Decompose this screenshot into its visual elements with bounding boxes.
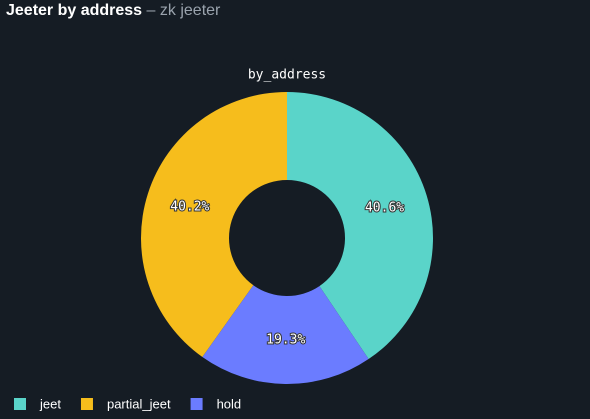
legend-swatch bbox=[80, 398, 93, 410]
legend-swatch bbox=[14, 398, 26, 410]
legend-label: hold bbox=[217, 396, 242, 411]
header: Jeeter by address – zk jeeter bbox=[6, 2, 220, 20]
legend-swatch bbox=[190, 398, 203, 410]
sep: – bbox=[146, 2, 156, 19]
slice-label: 19.3% bbox=[266, 332, 305, 347]
legend-label: jeet bbox=[39, 396, 61, 411]
slice bbox=[141, 92, 287, 357]
subtitle: zk jeeter bbox=[159, 2, 221, 19]
slice-label: 40.6% bbox=[365, 201, 404, 216]
slice bbox=[202, 285, 369, 384]
legend-label: partial_jeet bbox=[107, 396, 171, 411]
slice-label: 40.2% bbox=[170, 199, 209, 214]
slice bbox=[287, 92, 433, 360]
title: Jeeter by address bbox=[6, 2, 143, 19]
chart-title: by_address bbox=[248, 68, 326, 83]
